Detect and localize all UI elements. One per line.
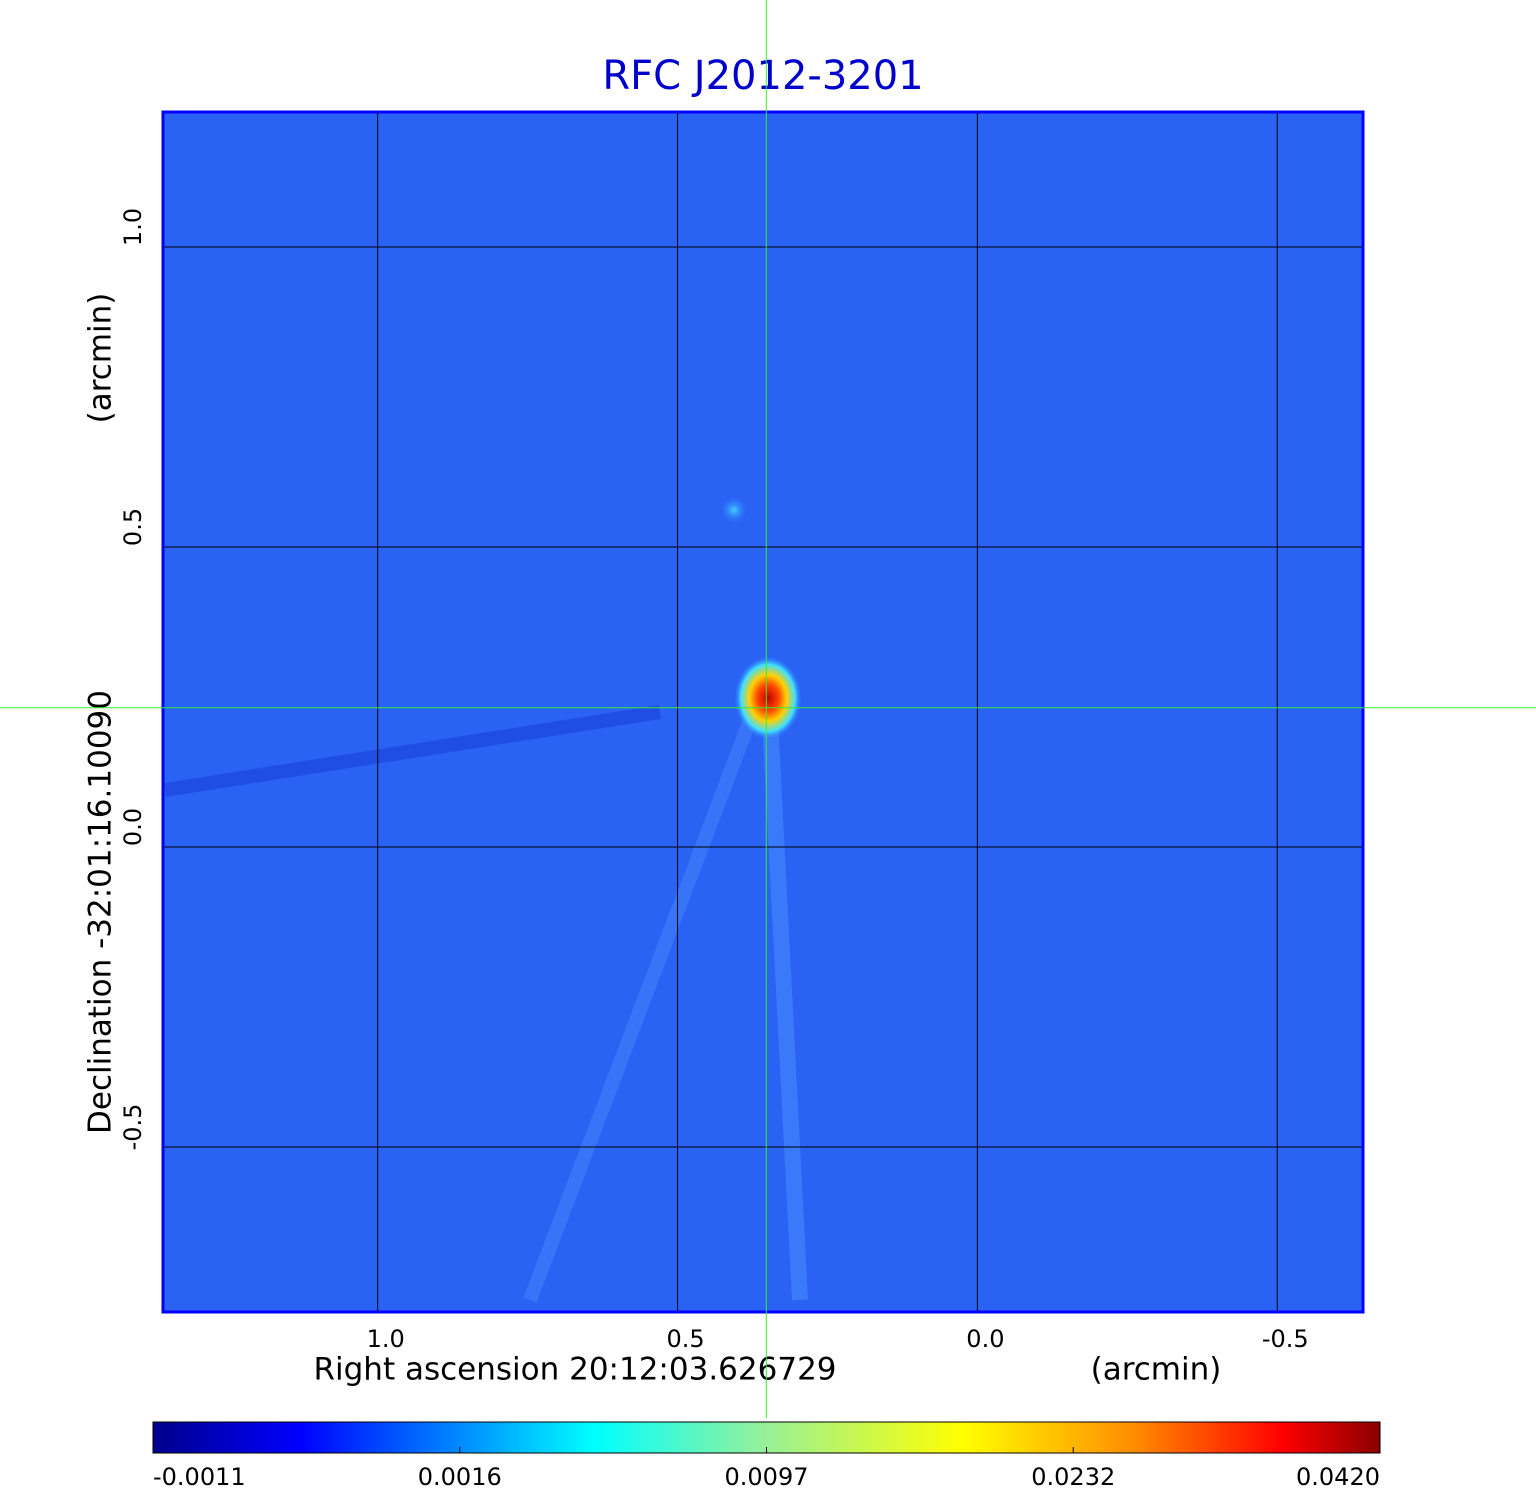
colorbar-tick-label: -0.0011 — [153, 1463, 246, 1491]
y-tick-label: 0.0 — [119, 808, 147, 846]
colorbar-tick-label: 0.0420 — [1296, 1463, 1380, 1491]
x-axis-unit: (arcmin) — [1091, 1352, 1222, 1388]
y-tick-label: 0.5 — [119, 508, 147, 546]
y-tick-label: 1.0 — [119, 208, 147, 246]
y-axis-unit: (arcmin) — [83, 293, 119, 424]
grid — [163, 112, 1363, 1312]
image-feature — [163, 705, 662, 797]
colorbar-tick-label: 0.0016 — [418, 1463, 502, 1491]
y-axis-label: Declination -32:01:16.10090 — [83, 690, 119, 1134]
colorbar-tick-label: 0.0097 — [725, 1463, 809, 1491]
image-feature — [523, 717, 757, 1303]
x-tick-label: 0.5 — [666, 1325, 704, 1353]
x-axis-label: Right ascension 20:12:03.626729 — [313, 1352, 836, 1388]
plot-border — [161, 110, 1365, 1314]
image-feature — [762, 719, 808, 1301]
x-tick-label: 0.0 — [966, 1325, 1004, 1353]
chart-title: RFC J2012-3201 — [602, 53, 923, 99]
y-tick-label: -0.5 — [119, 1104, 147, 1151]
image-feature — [720, 496, 748, 524]
x-tick-label: 1.0 — [367, 1325, 405, 1353]
colorbar-tick-label: 0.0232 — [1031, 1463, 1115, 1491]
image-source — [734, 656, 802, 740]
x-tick-label: -0.5 — [1262, 1325, 1309, 1353]
